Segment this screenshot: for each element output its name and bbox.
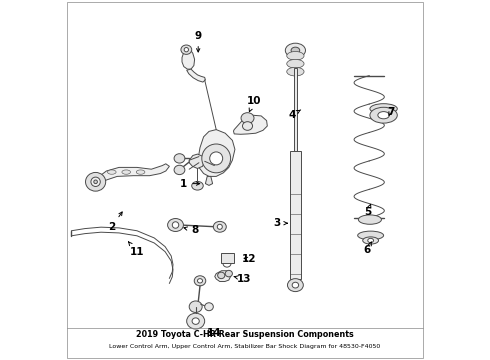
Text: 14: 14 — [207, 328, 221, 338]
Text: 4: 4 — [288, 110, 301, 120]
Ellipse shape — [202, 144, 231, 173]
Ellipse shape — [285, 43, 305, 58]
Polygon shape — [182, 49, 195, 69]
Ellipse shape — [363, 237, 379, 244]
Ellipse shape — [370, 104, 397, 114]
Ellipse shape — [287, 51, 304, 60]
Ellipse shape — [122, 170, 130, 174]
Ellipse shape — [184, 48, 189, 52]
Ellipse shape — [181, 45, 192, 54]
Ellipse shape — [291, 47, 300, 54]
Ellipse shape — [288, 279, 303, 292]
Ellipse shape — [107, 170, 116, 174]
Polygon shape — [215, 271, 231, 282]
Ellipse shape — [225, 270, 232, 277]
Text: Lower Control Arm, Upper Control Arm, Stabilizer Bar Shock Diagram for 48530-F40: Lower Control Arm, Upper Control Arm, St… — [109, 344, 381, 349]
Text: 3: 3 — [274, 218, 287, 228]
Text: 2019 Toyota C-HR Rear Suspension Components: 2019 Toyota C-HR Rear Suspension Compone… — [136, 330, 354, 338]
Text: 12: 12 — [242, 254, 256, 264]
Ellipse shape — [358, 215, 381, 224]
Ellipse shape — [287, 67, 304, 76]
Ellipse shape — [192, 318, 199, 324]
Text: 8: 8 — [184, 225, 198, 235]
Text: 11: 11 — [128, 242, 144, 257]
Ellipse shape — [287, 59, 304, 68]
Ellipse shape — [94, 180, 98, 184]
Ellipse shape — [217, 224, 222, 229]
Ellipse shape — [241, 113, 254, 123]
Ellipse shape — [205, 303, 213, 311]
Ellipse shape — [174, 154, 185, 163]
Ellipse shape — [187, 313, 205, 329]
Ellipse shape — [194, 276, 206, 286]
Polygon shape — [189, 154, 205, 168]
Polygon shape — [187, 69, 205, 82]
Text: 10: 10 — [247, 96, 261, 112]
Ellipse shape — [91, 177, 100, 186]
Bar — [294, 68, 297, 151]
Text: 6: 6 — [364, 242, 371, 255]
Polygon shape — [198, 130, 235, 176]
Text: 5: 5 — [364, 204, 371, 217]
Text: 1: 1 — [180, 179, 200, 189]
Ellipse shape — [243, 122, 252, 130]
Ellipse shape — [86, 172, 106, 191]
Text: 2: 2 — [108, 212, 122, 232]
Bar — [290, 151, 301, 279]
Text: 7: 7 — [387, 107, 394, 117]
Bar — [220, 253, 234, 263]
Ellipse shape — [378, 112, 390, 119]
Ellipse shape — [136, 170, 145, 174]
Ellipse shape — [168, 219, 183, 231]
Ellipse shape — [197, 279, 202, 283]
Ellipse shape — [358, 231, 384, 240]
Ellipse shape — [174, 165, 185, 175]
Ellipse shape — [213, 221, 226, 232]
Polygon shape — [205, 176, 213, 185]
Ellipse shape — [192, 181, 203, 190]
Ellipse shape — [210, 152, 222, 165]
Ellipse shape — [292, 282, 298, 288]
Ellipse shape — [218, 272, 225, 279]
Text: 13: 13 — [234, 274, 251, 284]
Ellipse shape — [172, 222, 179, 228]
Ellipse shape — [368, 238, 373, 243]
Polygon shape — [233, 115, 268, 134]
Ellipse shape — [370, 107, 397, 123]
Text: 9: 9 — [195, 31, 202, 52]
Polygon shape — [96, 164, 170, 184]
Ellipse shape — [189, 301, 202, 312]
